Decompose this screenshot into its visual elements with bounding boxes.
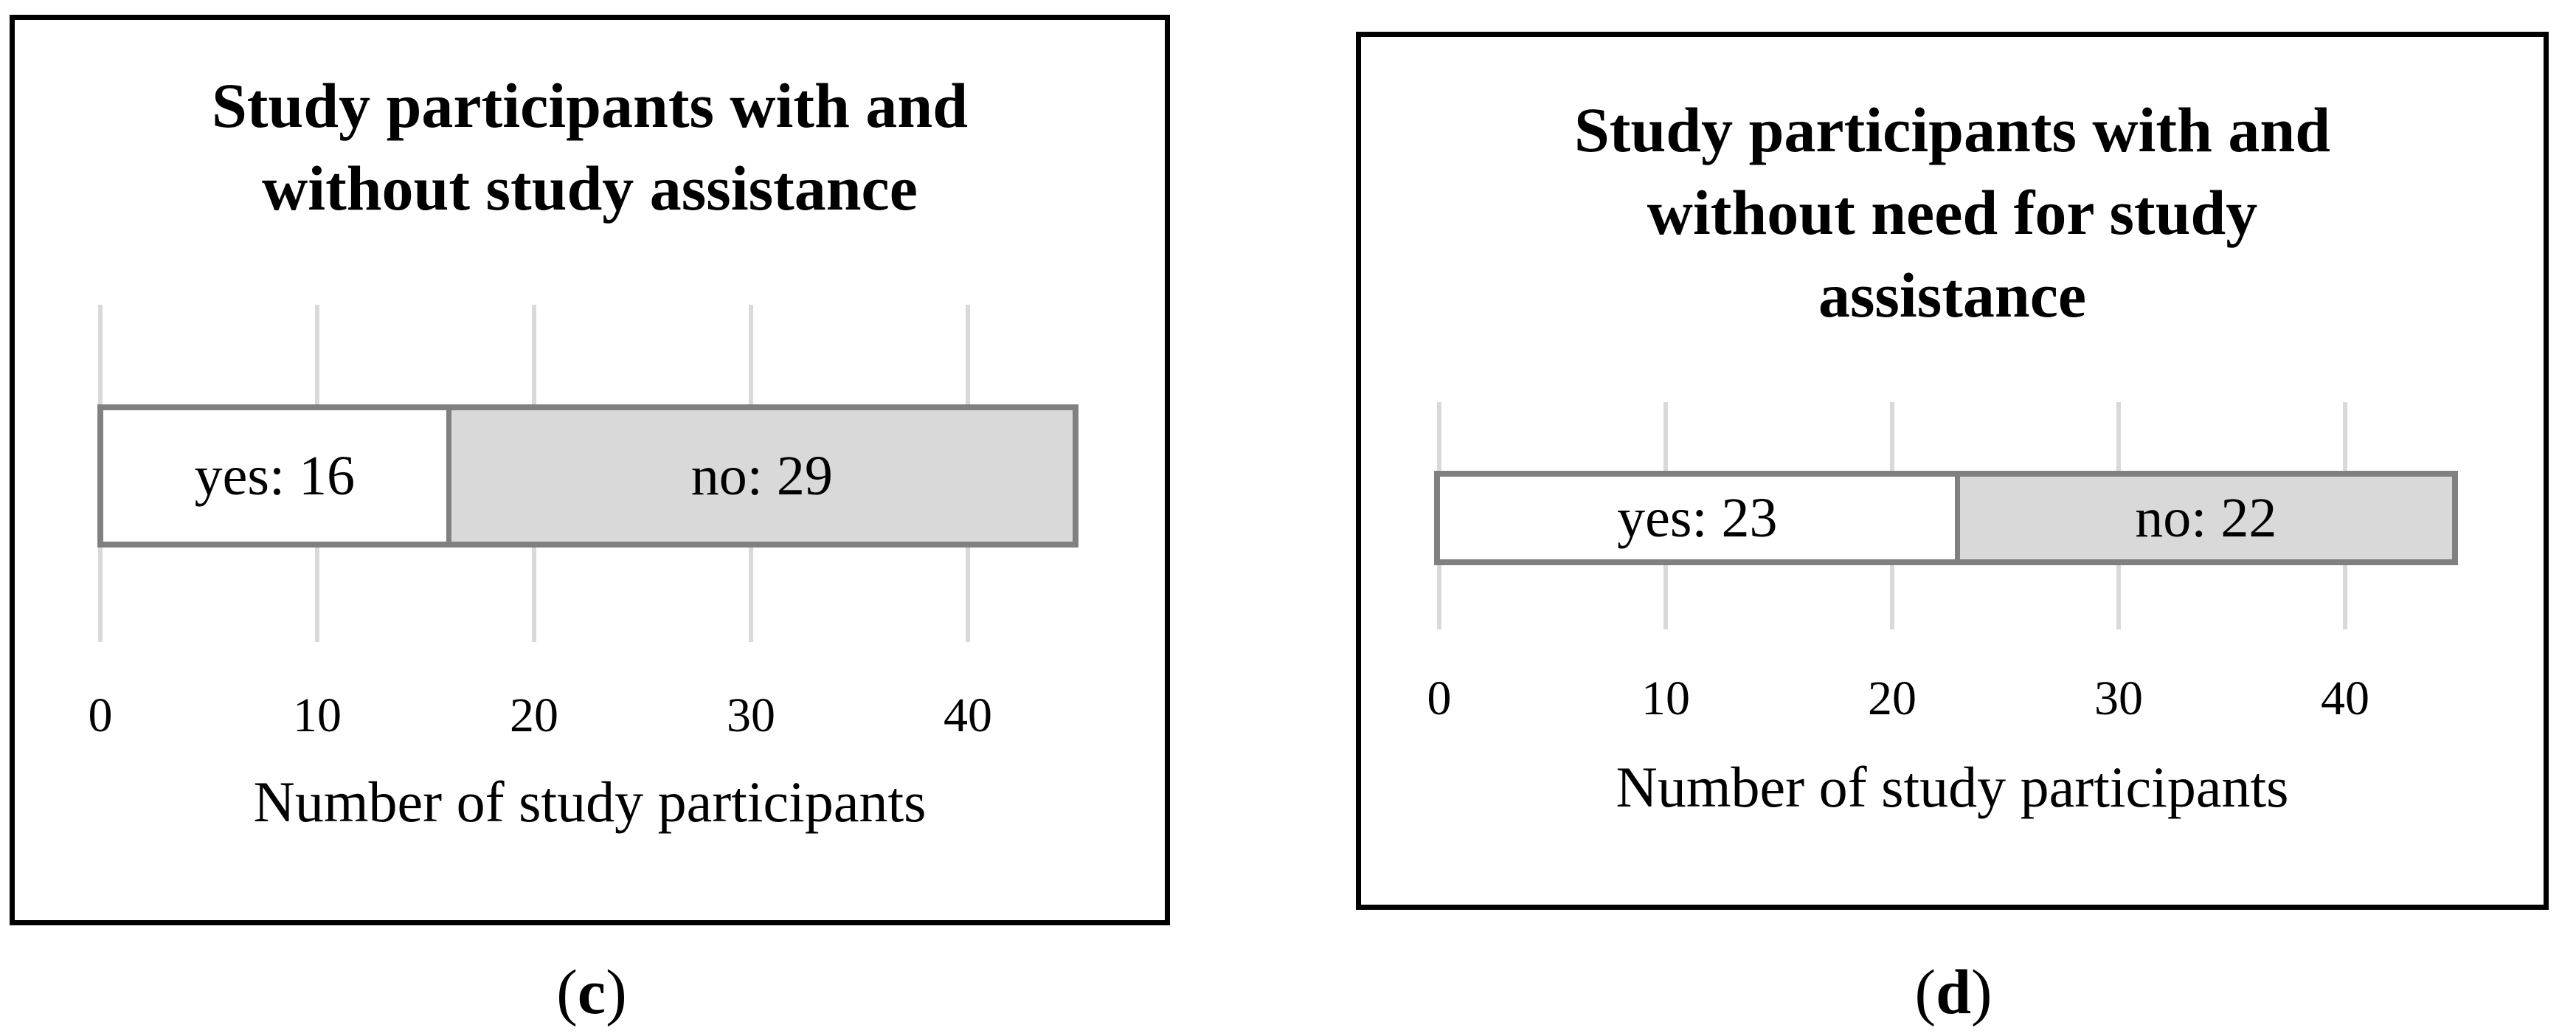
caption-letter: d: [1936, 956, 1971, 1027]
panel-d: Study participants with and without need…: [1356, 32, 2549, 910]
bar-segment-label: no: 22: [2135, 486, 2277, 549]
x-axis-tick-label: 30: [727, 688, 775, 742]
x-axis-title: Number of study participants: [253, 770, 927, 834]
stacked-bar: yes: 16 no: 29: [97, 404, 1078, 548]
bar-segment-label: no: 29: [690, 444, 833, 507]
stacked-bar: yes: 23 no: 22: [1434, 471, 2458, 565]
panel-c-plot-area: Study participants with and without stud…: [15, 20, 1165, 920]
x-axis-tick-label: 40: [944, 688, 992, 742]
bar-segment-label: yes: 16: [194, 444, 356, 507]
chart-title-line: without study assistance: [262, 153, 918, 224]
panel-d-plot-area: Study participants with and without need…: [1361, 37, 2544, 905]
x-axis-tick-label: 10: [293, 688, 342, 742]
chart-title-line: Study participants with and: [1573, 94, 2331, 165]
x-axis-tick-label: 10: [1641, 671, 1690, 725]
x-axis-tick-label: 30: [2094, 671, 2143, 725]
caption-paren-open: (: [1914, 956, 1936, 1027]
chart-title-line: assistance: [1818, 260, 2087, 331]
panel-c-chart-title: Study participants with and without stud…: [15, 64, 1165, 229]
x-axis-title: Number of study participants: [1616, 755, 2289, 819]
panel-c: Study participants with and without stud…: [10, 15, 1170, 925]
x-axis-tick-label: 0: [88, 688, 113, 742]
caption-paren-close: ): [1970, 956, 1992, 1027]
x-axis-tick-label: 40: [2321, 671, 2369, 725]
panel-caption-c: (c): [444, 956, 739, 1027]
chart-title-line: Study participants with and: [211, 70, 969, 141]
bar-segment-no: no: 29: [446, 410, 1073, 542]
caption-letter: c: [577, 956, 606, 1027]
x-axis-tick-label: 0: [1427, 671, 1452, 725]
caption-paren-close: ): [606, 956, 627, 1027]
caption-paren-open: (: [556, 956, 578, 1027]
panel-d-chart-title: Study participants with and without need…: [1361, 89, 2544, 336]
bar-segment-no: no: 22: [1954, 477, 2452, 559]
bar-segment-yes: yes: 23: [1440, 477, 1955, 559]
x-axis-tick-label: 20: [1868, 671, 1917, 725]
chart-title-line: without need for study: [1647, 177, 2258, 248]
panel-caption-d: (d): [1806, 956, 2101, 1027]
x-axis-tick-label: 20: [510, 688, 558, 742]
bar-segment-yes: yes: 16: [103, 410, 446, 542]
bar-segment-label: yes: 23: [1617, 486, 1778, 549]
